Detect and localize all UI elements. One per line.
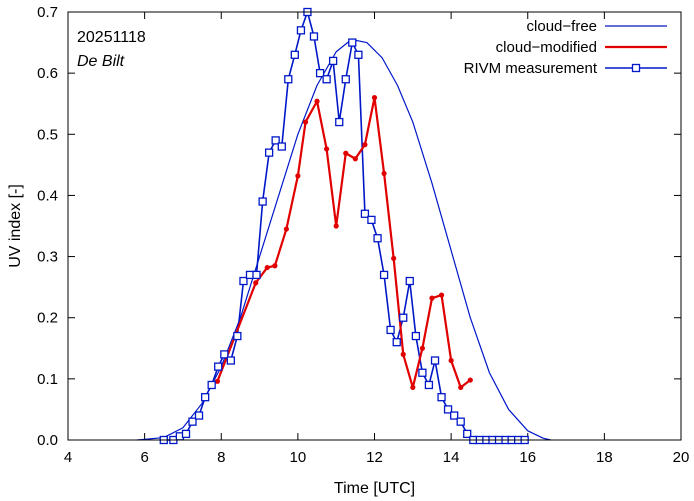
rivm-measurement-point <box>341 75 350 84</box>
series-line-cloud-free <box>136 38 551 441</box>
cloud-modified-point <box>214 378 221 384</box>
rivm-measurement-point <box>456 417 465 426</box>
y-tick-label: 0.0 <box>37 432 58 449</box>
rivm-measurement-point <box>201 393 210 402</box>
cloud-modified-point <box>438 292 445 298</box>
cloud-modified-point <box>429 295 435 301</box>
date-annotation: 20251118 <box>77 29 146 46</box>
cloud-modified-point <box>283 226 289 232</box>
rivm-measurement-point <box>284 75 293 84</box>
cloud-modified-point <box>467 377 473 383</box>
rivm-measurement-point <box>360 209 370 218</box>
rivm-measurement-point <box>214 362 223 371</box>
cloud-modified-point <box>371 95 378 101</box>
rivm-measurement-point <box>188 417 197 426</box>
rivm-measurement-point <box>367 215 376 225</box>
rivm-measurement-point <box>405 276 414 286</box>
rivm-measurement-point <box>290 50 299 59</box>
cloud-modified-point <box>391 255 397 262</box>
cloud-modified-point <box>264 264 270 271</box>
cloud-modified-point <box>352 156 358 162</box>
y-tick-label: 0.6 <box>37 65 58 82</box>
cloud-modified-point <box>381 170 387 177</box>
rivm-measurement-point <box>348 38 357 47</box>
rivm-measurement-point <box>373 234 382 243</box>
rivm-measurement-point <box>430 356 440 365</box>
cloud-modified-point <box>343 150 349 156</box>
station-annotation: De Bilt <box>77 53 125 70</box>
cloud-modified-point <box>362 142 368 148</box>
tick-labels: 4 6 8 10 12 14 16 18 20 0.0 0.1 0.2 0.3 0.4 0.5 0.6 0.7 <box>37 4 689 466</box>
rivm-measurement-point <box>252 270 261 280</box>
rivm-measurement-point <box>181 429 191 439</box>
rivm-measurement-point <box>335 117 344 127</box>
rivm-measurement-point <box>386 325 395 335</box>
rivm-measurement-point <box>315 68 325 78</box>
legend-marker-rivm-measurement <box>631 63 641 73</box>
rivm-measurement-point <box>277 142 286 151</box>
rivm-measurement-point <box>322 75 331 84</box>
rivm-measurement-point <box>354 50 363 59</box>
rivm-measurement-point <box>392 338 401 347</box>
y-tick-label: 0.5 <box>37 126 58 143</box>
rivm-measurement-point <box>463 429 472 439</box>
y-tick-label: 0.1 <box>37 371 58 388</box>
rivm-measurement-point <box>328 56 338 66</box>
rivm-measurement-point <box>443 405 453 414</box>
x-tick-label: 14 <box>443 449 460 466</box>
cloud-modified-point <box>314 98 320 104</box>
x-tick-label: 20 <box>673 449 690 466</box>
y-tick-label: 0.4 <box>37 187 58 204</box>
legend-label-cloud-modified: cloud−modified <box>496 39 597 56</box>
rivm-measurement-point <box>399 313 408 322</box>
rivm-measurement-point <box>418 368 427 377</box>
rivm-measurement-point <box>239 276 248 286</box>
x-tick-label: 16 <box>519 449 536 466</box>
rivm-measurement-point <box>309 32 319 41</box>
x-tick-label: 10 <box>290 449 307 466</box>
plot-frame <box>67 11 682 441</box>
x-tick-label: 12 <box>366 449 383 466</box>
rivm-measurement-point <box>264 148 274 157</box>
rivm-measurement-point <box>220 350 229 359</box>
cloud-modified-point <box>448 357 454 364</box>
cloud-modified-point <box>458 384 464 391</box>
cloud-modified-point <box>324 146 330 152</box>
y-axis-title: UV index [-] <box>7 184 24 268</box>
rivm-measurement-point <box>379 270 389 280</box>
rivm-measurement-point <box>424 380 434 390</box>
cloud-modified-point <box>419 345 425 351</box>
y-tick-label: 0.2 <box>37 310 58 327</box>
rivm-measurement-point <box>271 136 280 145</box>
legend-label-rivm-measurement: RIVM measurement <box>464 60 598 77</box>
legend: cloud−free cloud−modified RIVM measureme… <box>464 18 667 77</box>
rivm-measurement-point <box>194 411 204 420</box>
cloud-modified-point <box>295 173 301 179</box>
rivm-measurement-point <box>437 393 446 402</box>
legend-label-cloud-free: cloud−free <box>527 18 597 35</box>
series-line-cloud-modified <box>216 96 471 389</box>
cloud-modified-point <box>410 384 416 391</box>
cloud-modified-point <box>333 223 339 229</box>
rivm-measurement-point <box>450 411 459 420</box>
rivm-measurement-point <box>296 26 306 35</box>
x-tick-label: 8 <box>217 449 225 466</box>
y-tick-label: 0.7 <box>37 4 58 21</box>
x-tick-label: 4 <box>64 449 72 466</box>
cloud-modified-point <box>272 263 278 269</box>
x-tick-label: 6 <box>140 449 148 466</box>
y-tick-label: 0.3 <box>37 249 58 266</box>
rivm-measurement-point <box>258 197 267 206</box>
rivm-measurement-point <box>411 331 421 341</box>
rivm-measurement-point <box>207 380 216 390</box>
rivm-measurement-point <box>226 356 235 365</box>
cloud-modified-point <box>400 351 406 357</box>
rivm-measurement-point <box>233 331 242 341</box>
cloud-modified-point <box>302 119 309 125</box>
x-tick-label: 18 <box>596 449 613 466</box>
cloud-modified-point <box>253 280 259 286</box>
x-axis-title: Time [UTC] <box>334 480 415 497</box>
